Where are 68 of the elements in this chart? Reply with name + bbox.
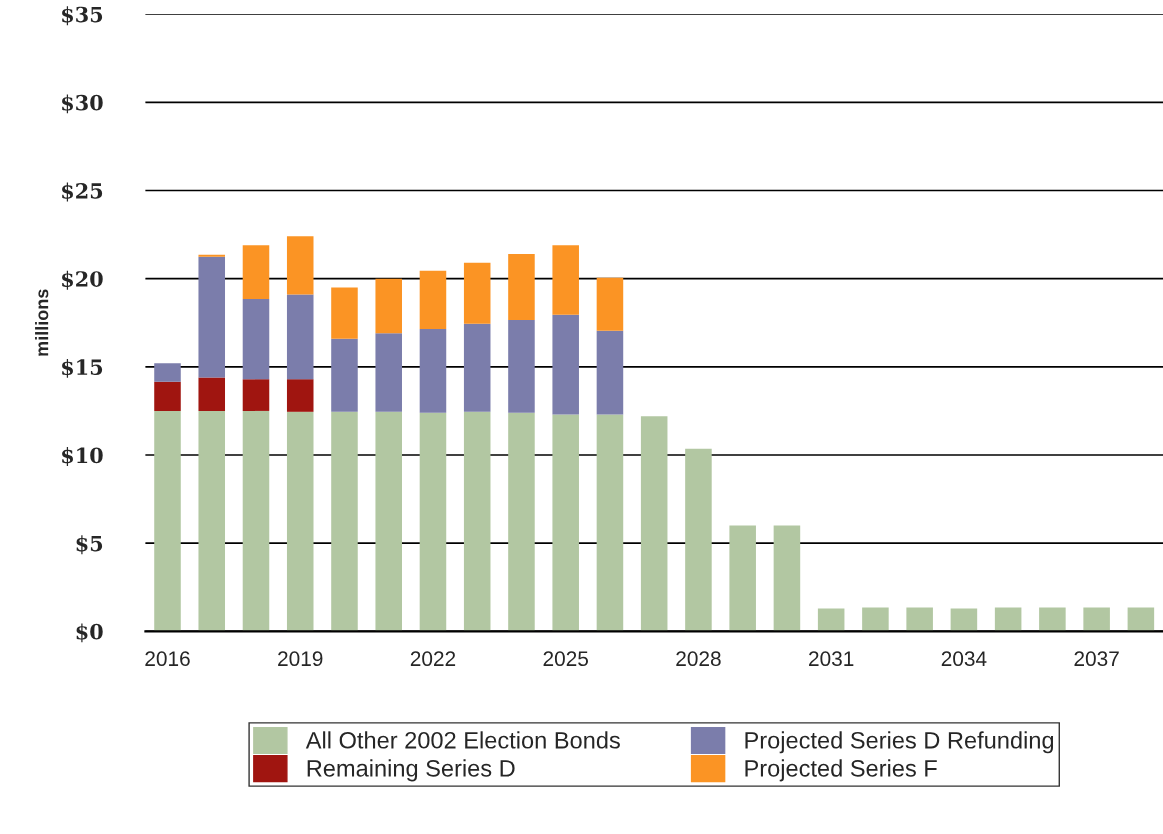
- bar: [508, 412, 535, 632]
- bar: [552, 245, 579, 315]
- bar: [773, 525, 801, 632]
- bar: [286, 236, 314, 295]
- bar: [154, 410, 181, 632]
- bar: [685, 448, 712, 632]
- bar: [419, 270, 447, 329]
- bar: [286, 379, 314, 412]
- y-tick-label: $10: [62, 447, 103, 466]
- bar: [375, 278, 402, 334]
- y-axis-title: millions: [35, 289, 49, 356]
- bar: [552, 314, 579, 415]
- bar: [552, 414, 579, 632]
- bar: [906, 607, 933, 632]
- bar: [950, 608, 978, 632]
- y-tick-label: $0: [76, 623, 103, 643]
- legend-label: All Other 2002 Election Bonds: [305, 731, 620, 749]
- bar: [286, 411, 314, 632]
- bar: [862, 607, 889, 632]
- bar: [375, 333, 402, 412]
- bar: [994, 607, 1022, 632]
- bar: [242, 379, 270, 411]
- x-tick-label: 2025: [543, 651, 588, 667]
- bar: [1039, 607, 1066, 632]
- bar: [640, 416, 668, 632]
- bar: [463, 262, 491, 324]
- x-tick-label: 2037: [1074, 651, 1119, 667]
- bar: [508, 253, 535, 321]
- y-tick-label: $15: [62, 358, 103, 378]
- bar: [198, 256, 226, 378]
- bar: [463, 411, 491, 632]
- bar: [419, 328, 447, 413]
- x-tick-label: 2022: [410, 651, 456, 667]
- bar: [286, 294, 314, 380]
- x-tick-label: 2034: [941, 651, 987, 667]
- bar: [375, 411, 402, 632]
- bar: [596, 277, 624, 331]
- y-tick-label: $5: [76, 535, 103, 555]
- bar: [242, 298, 270, 380]
- x-tick-label: 2028: [676, 651, 721, 667]
- bar: [1083, 607, 1110, 632]
- bar: [508, 320, 535, 413]
- legend-label: Projected Series F: [745, 759, 937, 782]
- bar: [729, 525, 756, 632]
- bar: [596, 414, 624, 632]
- bar: [331, 338, 358, 412]
- bar: [596, 330, 624, 415]
- bar: [242, 245, 270, 299]
- bar: [331, 411, 358, 632]
- y-tick-label: $20: [62, 270, 103, 290]
- y-tick-label: $25: [62, 182, 103, 202]
- bar: [1127, 607, 1155, 632]
- bar: [331, 287, 358, 339]
- bar: [198, 410, 226, 632]
- bar: [817, 608, 845, 632]
- x-tick-label: 2019: [278, 651, 323, 667]
- bar: [242, 410, 270, 632]
- y-tick-label: $35: [62, 6, 103, 26]
- x-tick-label: 2031: [809, 651, 854, 667]
- y-tick-label: $30: [62, 94, 103, 114]
- x-tick-label: 2016: [145, 651, 190, 667]
- bar: [154, 381, 181, 411]
- bar: [154, 363, 181, 382]
- legend-label: Remaining Series D: [307, 759, 515, 782]
- bar: [463, 323, 491, 412]
- bar: [419, 412, 447, 632]
- legend-label: Projected Series D Refunding: [745, 731, 1054, 754]
- bar: [198, 377, 226, 411]
